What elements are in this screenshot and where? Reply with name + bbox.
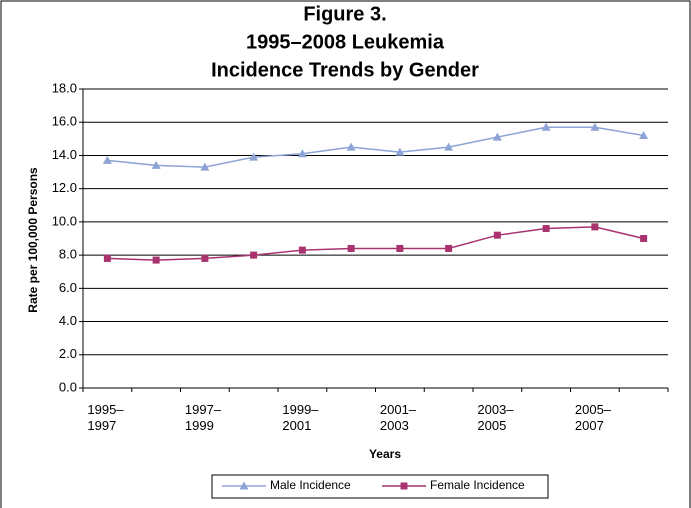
marker xyxy=(492,132,502,141)
x-tick-label: 1999–2001 xyxy=(282,402,319,433)
y-tick-label: 8.0 xyxy=(59,247,77,262)
y-tick-label: 6.0 xyxy=(59,280,77,295)
marker xyxy=(250,251,258,259)
y-tick-label: 10.0 xyxy=(52,213,77,228)
marker xyxy=(640,235,648,242)
legend-box xyxy=(211,474,549,499)
marker xyxy=(444,142,454,151)
marker xyxy=(152,256,160,264)
marker xyxy=(590,122,600,131)
x-tick-label: 2005–2007 xyxy=(574,402,612,433)
chart-title: Incidence Trends by Gender xyxy=(211,59,479,81)
marker xyxy=(396,244,404,252)
marker xyxy=(445,244,453,252)
y-tick-label: 12.0 xyxy=(52,180,77,195)
x-tick-label: 2003–2005 xyxy=(477,402,514,433)
marker xyxy=(249,152,259,161)
marker xyxy=(395,147,405,156)
series-line xyxy=(107,126,644,168)
marker xyxy=(639,131,649,140)
marker xyxy=(591,223,599,231)
marker xyxy=(347,244,355,252)
marker xyxy=(298,246,306,254)
marker xyxy=(239,481,249,490)
series-line xyxy=(107,226,644,261)
legend-label: Male Incidence xyxy=(270,478,351,492)
marker xyxy=(201,254,209,262)
marker xyxy=(541,122,551,131)
x-axis-label: Years xyxy=(369,447,401,461)
x-tick-label: 1997–1999 xyxy=(184,402,222,433)
marker xyxy=(493,231,501,239)
chart-title: Figure 3. xyxy=(303,3,386,25)
y-tick-label: 16.0 xyxy=(52,114,77,129)
marker xyxy=(542,225,550,233)
x-tick-label: 1995–1997 xyxy=(87,402,124,433)
y-tick-label: 18.0 xyxy=(52,80,77,95)
y-tick-label: 0.0 xyxy=(59,379,77,394)
x-tick-label: 2001–2003 xyxy=(379,402,417,433)
marker xyxy=(151,160,161,169)
marker xyxy=(297,149,307,158)
y-axis-label: Rate per 100,000 Persons xyxy=(26,167,40,313)
chart-title: 1995–2008 Leukemia xyxy=(246,31,445,53)
marker xyxy=(103,254,111,262)
y-tick-label: 2.0 xyxy=(59,346,77,361)
marker xyxy=(346,142,356,151)
marker xyxy=(400,482,408,490)
marker xyxy=(102,155,112,164)
y-tick-label: 14.0 xyxy=(52,147,77,162)
y-tick-label: 4.0 xyxy=(59,313,77,328)
legend-label: Female Incidence xyxy=(430,478,525,492)
marker xyxy=(200,162,210,171)
